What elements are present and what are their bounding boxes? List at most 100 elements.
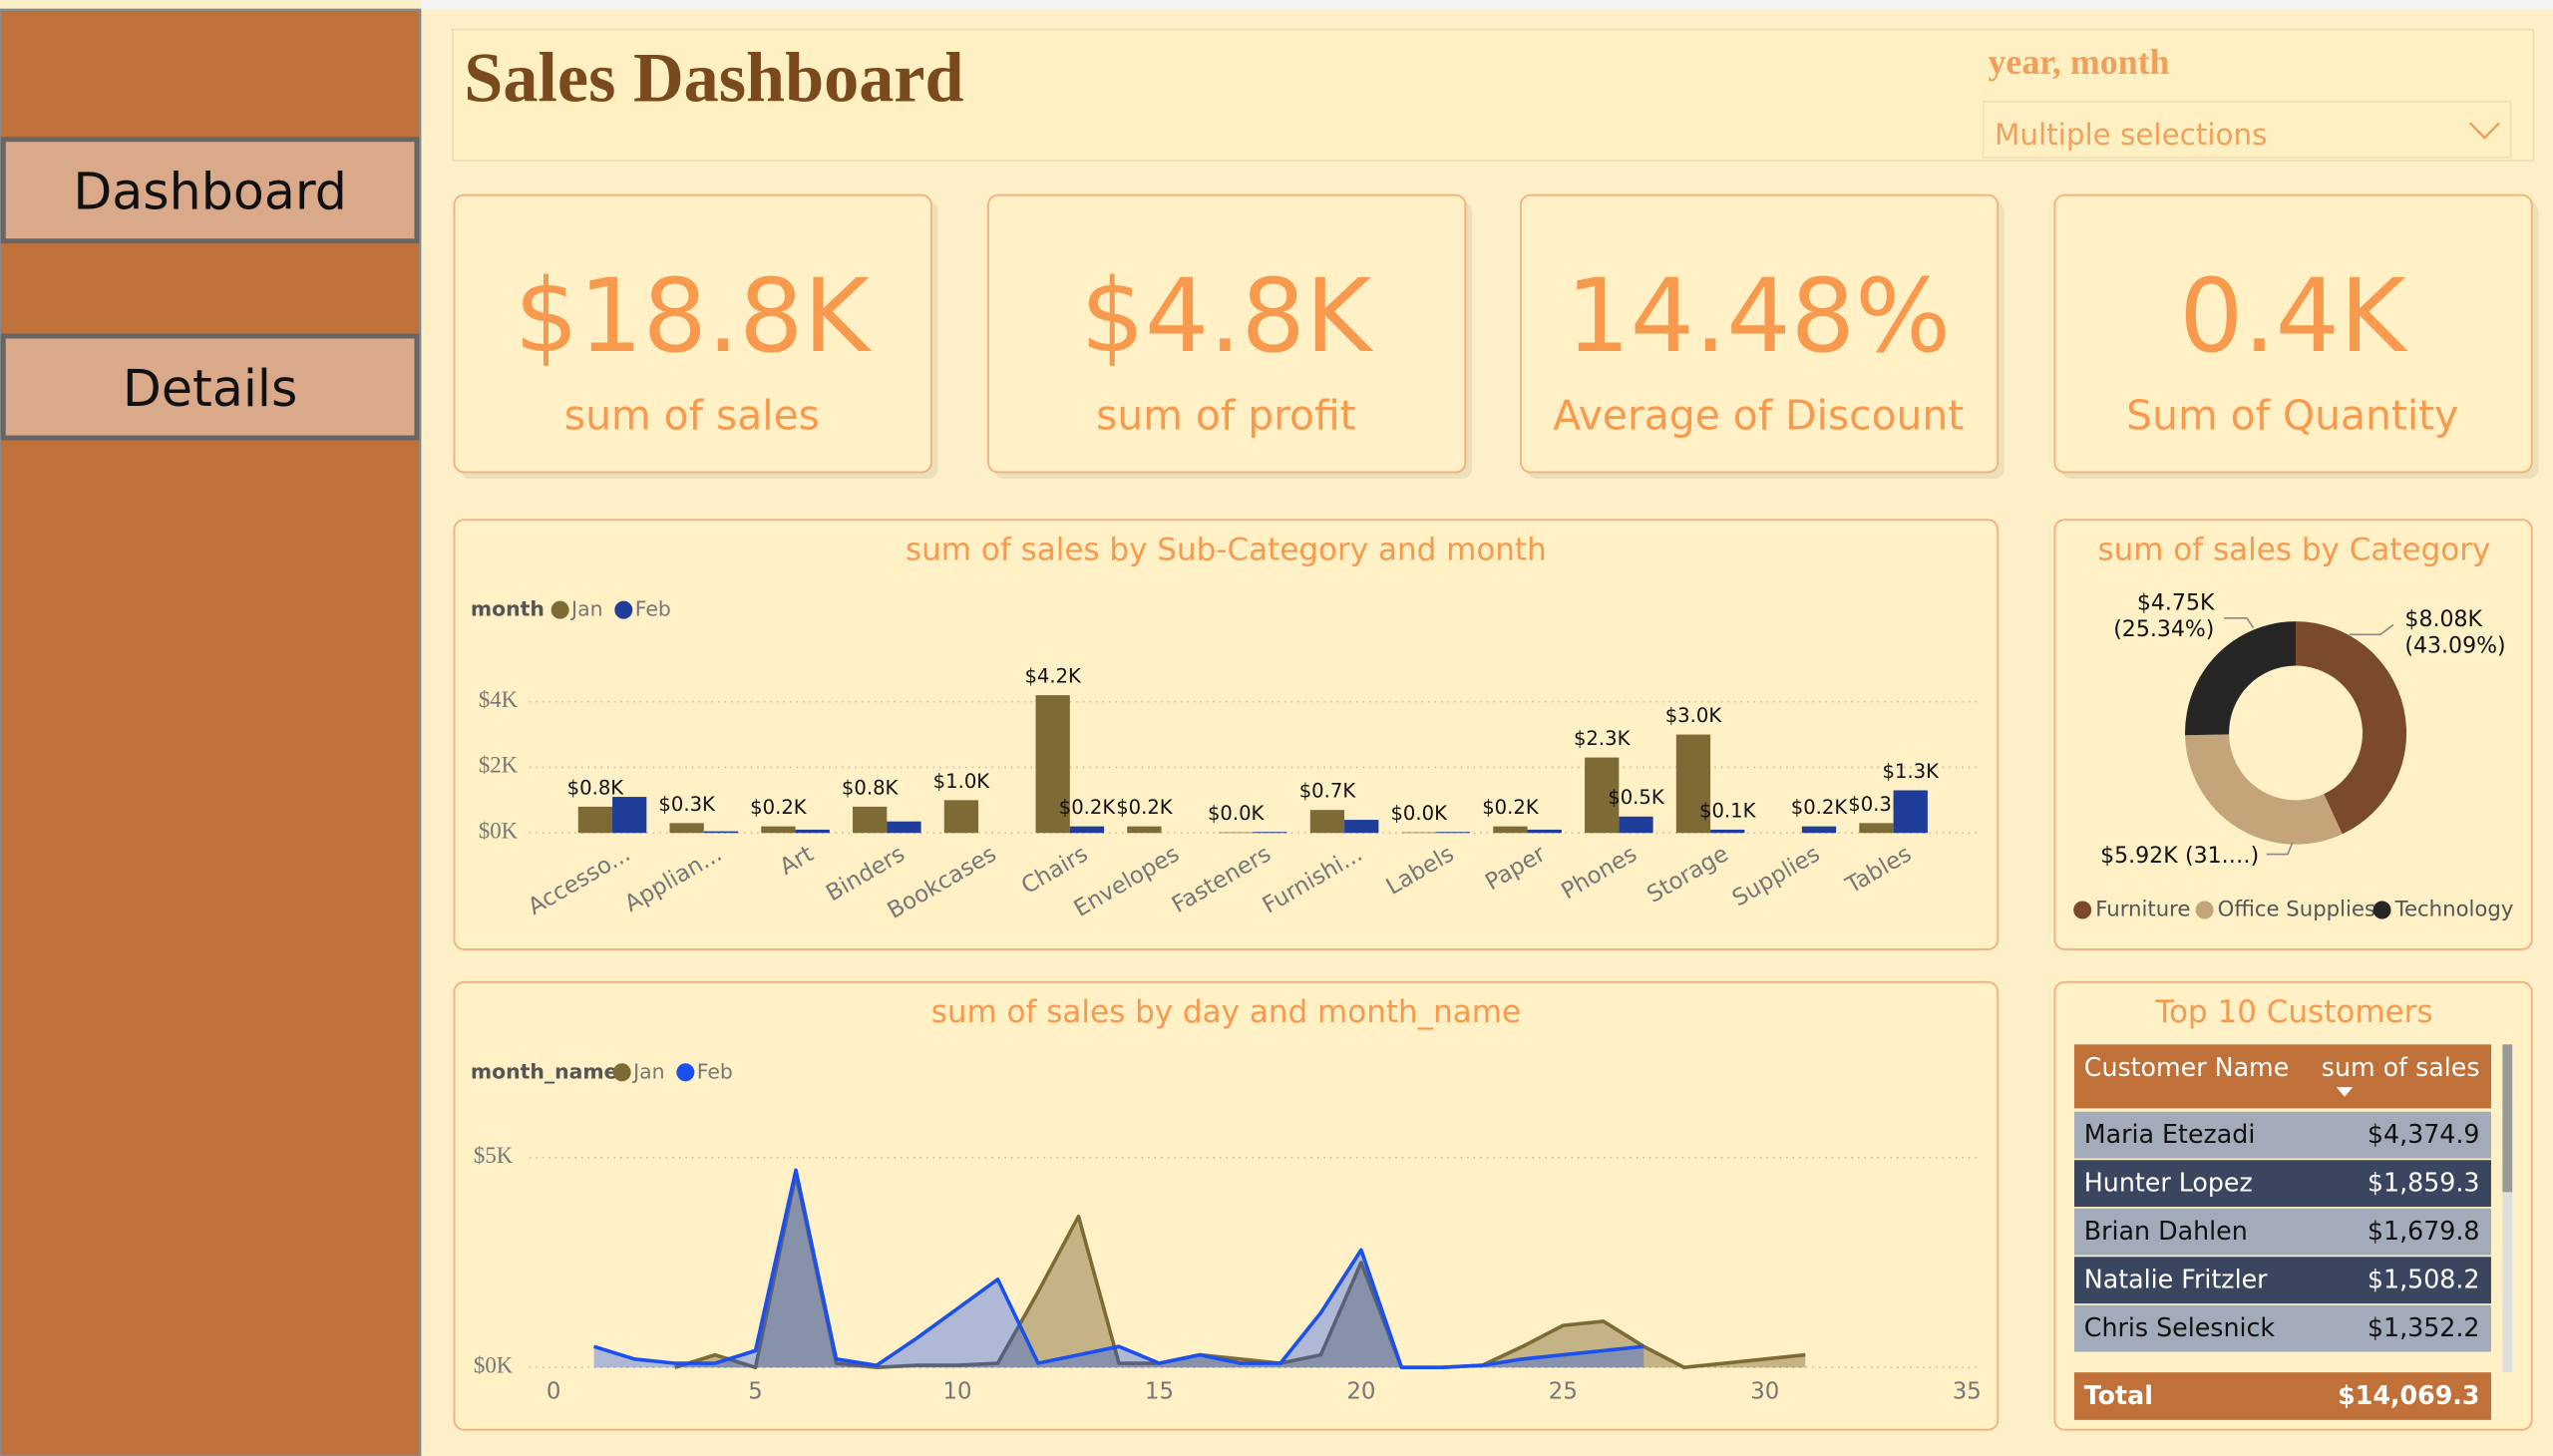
- area-fill: [674, 1174, 1806, 1368]
- bar: [1493, 826, 1528, 834]
- line: [593, 1168, 1644, 1370]
- data-label: $0.8K: [842, 776, 900, 799]
- cell: Maria Etezadi: [2084, 1119, 2256, 1149]
- kpi-card: [2053, 193, 2533, 474]
- data-label: $0.2K: [1059, 796, 1117, 819]
- slicer-label: year, month: [1988, 42, 2169, 82]
- bar: [1801, 826, 1837, 834]
- total-row: [2074, 1372, 2491, 1420]
- table-title: Top 10 Customers: [2154, 994, 2432, 1030]
- kpi-card: [453, 193, 932, 474]
- kpi-label: sum of sales: [564, 391, 820, 439]
- y-tick-label: $4K: [479, 687, 519, 712]
- bar: [1527, 829, 1562, 834]
- kpi-value: $18.8K: [515, 256, 873, 374]
- data-label: $4.2K: [1024, 664, 1082, 687]
- kpi-label: Sum of Quantity: [2126, 391, 2458, 439]
- area-fill: [593, 1170, 1644, 1368]
- data-label: $4.75K: [2137, 589, 2215, 615]
- table-row: [2074, 1257, 2491, 1304]
- kpi-value: $4.8K: [1081, 256, 1374, 374]
- bar: [795, 829, 830, 834]
- data-label: $5.92K: [2100, 843, 2178, 869]
- total-cell: Total: [2084, 1380, 2153, 1410]
- legend-marker: [676, 1063, 695, 1082]
- data-label: $8.08K: [2404, 606, 2482, 632]
- leader-line: [2266, 842, 2294, 856]
- data-label: $0.0K: [1208, 802, 1266, 825]
- legend-label: Office Supplies: [2218, 897, 2375, 921]
- data-label: $0.3K: [1848, 793, 1906, 816]
- data-label: $0.0K: [1390, 802, 1448, 825]
- column-header[interactable]: Customer Name: [2084, 1052, 2289, 1082]
- legend-label: Jan: [631, 1059, 664, 1083]
- legend-marker: [612, 1063, 631, 1082]
- card: [2053, 519, 2533, 950]
- kpi-label: Average of Discount: [1553, 391, 1964, 439]
- kpi-card: [1519, 193, 2000, 474]
- chart-title: sum of sales by Sub-Category and month: [906, 532, 1547, 567]
- sort-icon[interactable]: [2336, 1087, 2354, 1097]
- x-tick-label: 35: [1953, 1378, 1982, 1404]
- bar: [1253, 832, 1287, 834]
- dropdown-arrow[interactable]: [2468, 122, 2500, 140]
- percent-label: (43.09%): [2404, 632, 2505, 658]
- cell: Hunter Lopez: [2084, 1167, 2253, 1197]
- legend-label: Technology: [2394, 897, 2514, 921]
- nav-label[interactable]: Details: [123, 359, 297, 418]
- bar: [1859, 823, 1894, 834]
- scrollbar[interactable]: [2502, 1044, 2513, 1373]
- slicer-dropdown[interactable]: [1982, 101, 2512, 159]
- data-label: $1.3K: [1883, 760, 1941, 783]
- nav-button[interactable]: [0, 333, 420, 441]
- data-label: $0.3K: [658, 793, 716, 816]
- bar: [761, 826, 796, 834]
- x-tick-label: 25: [1549, 1378, 1578, 1404]
- data-label: $0.2K: [750, 796, 808, 819]
- cell: $1,508.2: [2368, 1264, 2480, 1293]
- data-label: $0.7K: [1299, 780, 1357, 803]
- nav-button[interactable]: [0, 137, 420, 244]
- total-cell: $14,069.3: [2338, 1380, 2479, 1410]
- bar: [887, 821, 921, 834]
- y-tick-label: $0K: [474, 1352, 514, 1377]
- nav-label[interactable]: Dashboard: [73, 163, 347, 221]
- kpi-label: sum of profit: [1096, 391, 1356, 439]
- donut-slice: [2185, 734, 2343, 845]
- bar: [943, 800, 979, 834]
- table-row: [2074, 1160, 2491, 1208]
- column-header[interactable]: sum of sales: [2322, 1052, 2480, 1082]
- cell: $1,859.3: [2368, 1167, 2480, 1197]
- scrollbar-thumb[interactable]: [2502, 1044, 2513, 1193]
- y-tick-label: $5K: [474, 1143, 514, 1168]
- bar: [1035, 695, 1070, 834]
- legend-label: Feb: [697, 1059, 733, 1083]
- legend-marker: [2195, 901, 2214, 919]
- table-row: [2074, 1304, 2491, 1352]
- y-tick-label: $2K: [479, 753, 519, 778]
- legend-marker: [2073, 901, 2092, 919]
- line: [674, 1172, 1806, 1370]
- legend-title: month: [471, 597, 545, 621]
- kpi-card: [987, 193, 1467, 474]
- x-tick-label: 30: [1750, 1378, 1779, 1404]
- bar: [1344, 820, 1379, 834]
- card: [453, 519, 2000, 950]
- cell: $1,352.2: [2368, 1312, 2480, 1342]
- legend-label: Furniture: [2095, 897, 2190, 921]
- page-title: Sales Dashboard: [464, 40, 963, 118]
- data-label: $0.8K: [567, 776, 625, 799]
- bar: [1401, 832, 1436, 834]
- bar: [1893, 790, 1928, 834]
- slicer-value[interactable]: Multiple selections: [1995, 118, 2267, 152]
- leader-line: [2224, 617, 2255, 629]
- bar: [1710, 829, 1745, 834]
- data-label: $0.2K: [1116, 796, 1174, 819]
- x-tick-label: 0: [547, 1378, 561, 1404]
- bar: [1309, 810, 1345, 834]
- bar: [1435, 832, 1471, 834]
- chart-title: sum of sales by day and month_name: [931, 994, 1521, 1030]
- bar: [612, 797, 647, 834]
